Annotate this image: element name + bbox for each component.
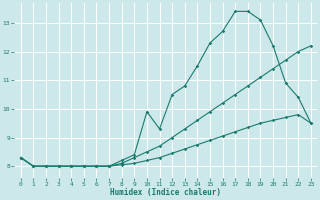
X-axis label: Humidex (Indice chaleur): Humidex (Indice chaleur) [110, 188, 221, 197]
